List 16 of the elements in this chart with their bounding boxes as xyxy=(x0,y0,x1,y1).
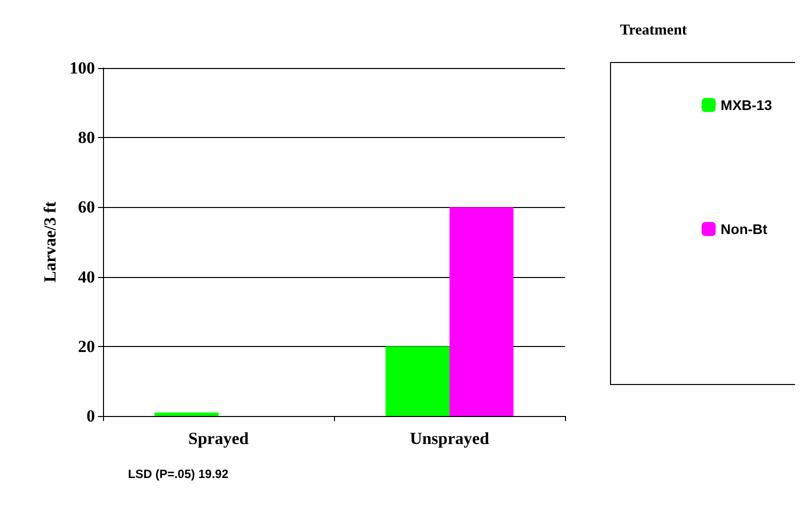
bar xyxy=(154,412,218,416)
legend-label: MXB-13 xyxy=(720,97,772,113)
legend-label: Non-Bt xyxy=(720,221,768,237)
x-tick-label: Unsprayed xyxy=(410,429,490,448)
y-tick-label: 0 xyxy=(86,406,95,426)
legend-title: Treatment xyxy=(620,22,687,38)
text: LSD (P=.05) 19.92 xyxy=(128,467,229,481)
y-axis-title: Larvae/3 ft xyxy=(40,201,60,282)
y-tick-label: 80 xyxy=(78,128,95,148)
bar xyxy=(386,346,450,416)
y-tick-label: 40 xyxy=(78,267,95,286)
y-tick-label: 60 xyxy=(78,198,95,217)
y-tick-label: 100 xyxy=(70,58,95,78)
bar xyxy=(450,207,514,416)
y-tick-label: 20 xyxy=(78,336,95,356)
x-tick-label: Sprayed xyxy=(188,429,250,448)
